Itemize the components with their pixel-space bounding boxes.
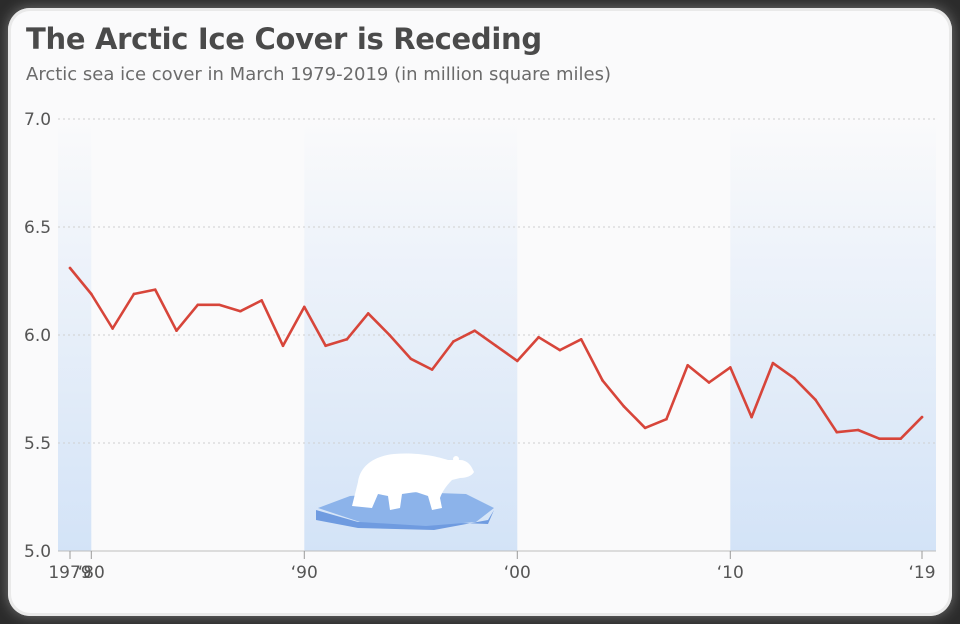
x-tick-label: ‘00 [504,563,531,583]
ice-floe-side [316,510,494,530]
data-point [239,309,242,313]
data-point [494,344,498,348]
data-point [388,333,391,337]
x-tick-label: ‘90 [291,563,318,583]
data-point [878,437,881,440]
x-axis: 1979‘80 ‘90 ‘00 ‘10 ‘19 [48,550,936,583]
data-point [153,288,157,291]
data-point [516,359,519,363]
polar-bear-on-ice-floe-icon [316,453,494,530]
x-tick-label: 1979 [48,563,91,583]
data-point [473,329,477,332]
data-point [622,404,626,408]
data-point [452,340,455,343]
data-point [409,357,413,361]
series-points [68,266,924,440]
data-point [856,428,860,432]
x-tick-label: ‘19 [908,563,935,583]
data-point [324,344,327,348]
data-point [835,430,839,434]
data-point [729,366,732,369]
data-point [132,292,136,296]
data-point [665,417,668,421]
data-point [920,415,924,419]
data-point [68,266,72,270]
y-tick-label: 5.0 [24,542,51,562]
data-point [430,368,434,371]
data-point [366,312,370,315]
data-point [303,305,306,309]
data-point [217,303,221,307]
data-point [792,376,796,380]
data-point [899,437,902,440]
x-tick-label: ‘10 [717,563,744,583]
polar-bear-body [352,453,474,510]
data-point [643,426,647,430]
data-point [558,348,562,352]
data-point [111,327,114,330]
y-tick-label: 6.5 [24,218,51,238]
data-point [345,338,349,341]
data-point [175,329,178,332]
chart-title: The Arctic Ice Cover is Receding [26,22,542,56]
data-point [537,335,540,339]
data-point [686,363,689,367]
y-tick-label: 5.5 [24,434,51,454]
data-point [260,299,264,302]
x-tick-label: ‘80 [78,563,105,583]
data-point [707,381,711,384]
data-point [579,338,583,341]
data-point [281,344,285,348]
y-tick-label: 7.0 [24,110,51,130]
polar-bear-ear [453,456,459,462]
data-point [601,379,604,382]
data-point [750,415,753,419]
data-point [771,361,775,365]
chart-subtitle: Arctic sea ice cover in March 1979-2019 … [26,64,611,85]
y-axis: 5.0 5.5 6.0 6.5 7.0 [24,110,51,562]
data-point [814,398,817,402]
y-tick-label: 6.0 [24,326,51,346]
data-point [90,292,93,296]
data-point [196,303,200,307]
